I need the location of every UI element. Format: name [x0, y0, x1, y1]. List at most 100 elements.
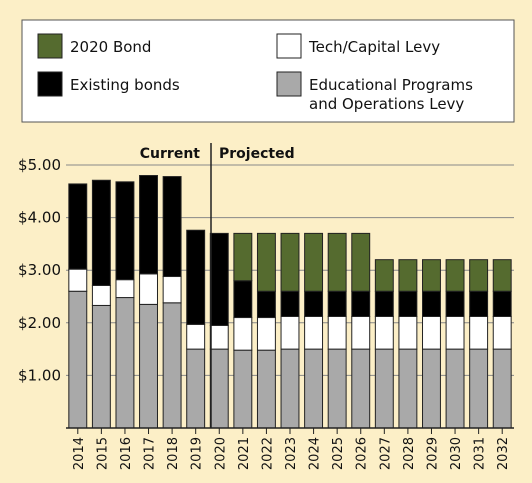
x-tick-label: 2022 [260, 437, 275, 470]
legend-swatch-existing-bonds [37, 71, 63, 97]
bar-segment-2031-series-0 [469, 348, 489, 429]
bar-segment-2029-series-3 [422, 259, 441, 292]
legend-swatch-educational-programs [276, 71, 302, 97]
bar-segment-2029-series-2 [422, 290, 441, 317]
bar-segment-2028-series-1 [398, 315, 418, 350]
bar-segment-2023-series-0 [280, 348, 300, 429]
bar-segment-2015-series-0 [91, 304, 111, 429]
bar-segment-2024-series-1 [304, 315, 324, 350]
legend-label-tech-capital-levy: Tech/Capital Levy [308, 38, 440, 56]
y-tick-label: $5.00 [18, 156, 61, 174]
bar-segment-2025-series-2 [327, 290, 347, 317]
bar-segment-2032-series-2 [492, 290, 512, 317]
bar-segment-2014-series-2 [68, 183, 88, 270]
bar-segment-2015-series-2 [91, 179, 111, 286]
bar-segment-2021-series-3 [233, 232, 253, 282]
bar-segment-2031-series-1 [469, 315, 489, 350]
bar-segment-2020-series-1 [209, 324, 229, 350]
bar-segment-2014-series-1 [68, 268, 88, 292]
x-tick-label: 2024 [308, 437, 323, 470]
y-tick-label: $4.00 [18, 209, 61, 227]
bar-segment-2026-series-0 [351, 348, 371, 429]
bar-segment-2024-series-0 [304, 348, 324, 429]
bar-segment-2022-series-0 [256, 349, 276, 429]
x-tick-label: 2026 [355, 437, 370, 470]
bar-segment-2021-series-1 [233, 317, 253, 351]
bar-segment-2032-series-0 [492, 348, 512, 429]
bar-segment-2020-series-2 [209, 232, 229, 326]
y-tick-label: $1.00 [18, 366, 61, 384]
legend-swatch-tech-capital-levy [276, 33, 302, 59]
bar-segment-2023-series-3 [280, 232, 300, 292]
bar-segment-2025-series-0 [327, 348, 347, 429]
bar-segment-2030-series-3 [445, 259, 465, 292]
x-tick-label: 2023 [284, 437, 299, 470]
bar-segment-2022-series-2 [256, 290, 276, 319]
bar-segment-2030-series-0 [445, 348, 465, 429]
bar-segment-2026-series-2 [351, 290, 371, 317]
x-tick-label: 2016 [119, 437, 134, 470]
x-tick-label: 2032 [496, 437, 511, 470]
section-label-current: Current [140, 146, 201, 162]
bar-segment-2031-series-3 [469, 259, 489, 292]
bar-segment-2023-series-2 [280, 290, 300, 317]
bar-segment-2018-series-2 [162, 176, 182, 278]
legend-label-educational-programs-line-2: and Operations Levy [309, 95, 464, 113]
bar-segment-2026-series-3 [351, 232, 371, 292]
x-tick-label: 2028 [402, 437, 417, 470]
bar-segment-2021-series-2 [233, 280, 253, 319]
x-tick-label: 2017 [143, 437, 158, 470]
bar-segment-2024-series-3 [304, 232, 324, 292]
bar-segment-2025-series-3 [327, 232, 347, 292]
bar-segment-2020-series-0 [209, 348, 229, 429]
bar-segment-2030-series-1 [445, 315, 465, 350]
bar-segment-2028-series-2 [398, 290, 418, 317]
bar-segment-2027-series-0 [374, 348, 394, 429]
bar-segment-2028-series-0 [398, 348, 418, 429]
bar-segment-2029-series-1 [422, 315, 441, 350]
bar-segment-2015-series-1 [91, 284, 111, 306]
legend-label-existing-bonds: Existing bonds [70, 76, 180, 94]
bar-segment-2016-series-1 [115, 279, 135, 299]
x-tick-label: 2029 [425, 437, 440, 470]
bar-segment-2019-series-2 [186, 229, 206, 325]
x-tick-label: 2014 [72, 437, 87, 470]
x-tick-label: 2015 [95, 437, 110, 470]
legend-label-educational-programs-line-1: Educational Programs [309, 76, 473, 94]
bar-segment-2027-series-2 [374, 290, 394, 317]
bar-segment-2023-series-1 [280, 315, 300, 350]
bar-segment-2017-series-1 [139, 273, 158, 305]
x-tick-label: 2021 [237, 437, 252, 470]
bar-segment-2019-series-1 [186, 323, 206, 350]
bar-segment-2032-series-3 [492, 259, 512, 292]
bar-segment-2018-series-1 [162, 276, 182, 304]
bar-segment-2029-series-0 [422, 348, 441, 429]
bar-segment-2028-series-3 [398, 259, 418, 292]
bar-segment-2031-series-2 [469, 290, 489, 317]
bar-segment-2018-series-0 [162, 302, 182, 429]
bar-segment-2025-series-1 [327, 315, 347, 350]
bar-segment-2017-series-0 [139, 303, 158, 429]
bar-segment-2021-series-0 [233, 349, 253, 429]
bar-segment-2030-series-2 [445, 290, 465, 317]
bar-segment-2022-series-3 [256, 232, 276, 292]
bar-segment-2027-series-3 [374, 259, 394, 292]
x-axis: 2014 2015 2016 2017 2018 2019 2020 2021 2022 2023… [72, 428, 511, 470]
x-tick-label: 2025 [331, 437, 346, 470]
y-tick-label: $3.00 [18, 261, 61, 279]
bar-segment-2014-series-0 [68, 290, 88, 429]
bar-segment-2032-series-1 [492, 315, 512, 350]
bar-segment-2026-series-1 [351, 315, 371, 350]
legend: 2020 Bond Tech/Capital Levy Existing bon… [21, 19, 515, 123]
legend-label-2020-bond: 2020 Bond [70, 38, 151, 56]
x-tick-label: 2018 [166, 437, 181, 470]
bars [68, 175, 512, 429]
x-tick-label: 2020 [213, 437, 228, 470]
section-label-projected: Projected [219, 146, 295, 162]
bar-segment-2027-series-1 [374, 315, 394, 350]
bar-segment-2019-series-0 [186, 348, 206, 429]
x-tick-label: 2019 [190, 437, 205, 470]
bar-segment-2017-series-2 [139, 175, 158, 275]
bar-segment-2016-series-2 [115, 181, 135, 281]
